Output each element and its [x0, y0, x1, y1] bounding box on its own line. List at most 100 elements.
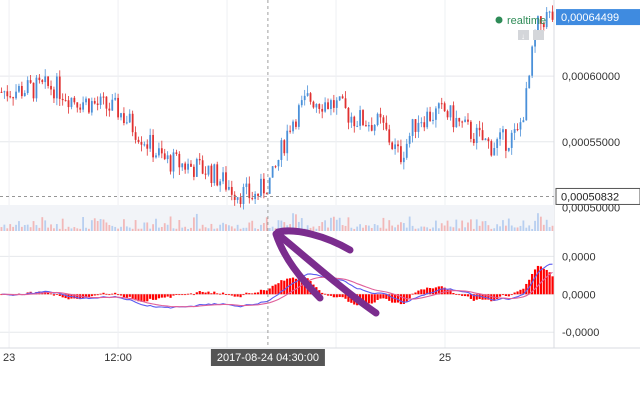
download-icon[interactable]: [518, 30, 529, 40]
macd-hist-bar: [452, 292, 455, 295]
candle: [163, 153, 166, 160]
volume-bar: [519, 225, 522, 231]
volume-bar: [102, 219, 105, 231]
macd-hist-bar: [391, 294, 394, 303]
candle: [152, 134, 154, 158]
candle: [312, 101, 315, 108]
candle: [277, 159, 280, 167]
candle: [321, 108, 324, 112]
candle: [70, 97, 73, 108]
candle: [120, 113, 122, 118]
candle: [493, 147, 496, 156]
candle: [289, 130, 292, 132]
candle: [382, 117, 385, 123]
volume-bar: [359, 224, 361, 231]
realtime-dot-icon: [495, 16, 503, 24]
chart-toolbar[interactable]: ↓: [518, 30, 544, 41]
candle: [35, 77, 38, 99]
macd-hist-bar: [472, 294, 475, 301]
volume-bar: [292, 213, 294, 231]
macd-hist-bar: [204, 292, 207, 295]
candle: [26, 80, 29, 93]
macd-hist-bar: [516, 291, 519, 295]
volume-bar: [534, 220, 536, 231]
macd-hist-bar: [58, 294, 61, 296]
macd-hist-bar: [143, 294, 146, 302]
volume-bar: [99, 219, 102, 231]
candle: [475, 127, 478, 143]
candle: [44, 76, 47, 83]
candle: [38, 77, 41, 81]
macd-hist-bar: [545, 269, 548, 295]
volume-bar: [155, 218, 157, 231]
macd-hist-bar: [399, 294, 403, 305]
macd-hist-bar: [463, 294, 467, 297]
candle: [274, 166, 277, 168]
macd-hist-bar: [542, 268, 545, 295]
candle: [347, 107, 350, 123]
candle: [437, 103, 440, 109]
candle: [502, 129, 504, 133]
macd-hist-bar: [385, 294, 388, 299]
macd-hist-bar: [449, 289, 452, 295]
candle: [452, 105, 455, 128]
price-tick-label: 0,00055000: [562, 137, 620, 149]
fullscreen-icon[interactable]: [533, 30, 544, 40]
candle: [172, 152, 175, 172]
candle: [435, 108, 437, 120]
macd-hist-bar: [318, 290, 321, 295]
candle: [318, 104, 321, 109]
volume-bar: [79, 228, 82, 231]
macd-hist-bar: [510, 294, 513, 296]
macd-hist-bar: [522, 288, 525, 295]
candle: [499, 132, 501, 140]
volume-bar: [3, 224, 6, 231]
volume-bar: [449, 226, 452, 231]
volume-bar: [90, 220, 93, 231]
volume-bar: [26, 224, 29, 231]
candle: [61, 98, 64, 101]
volume-bar: [216, 228, 219, 231]
volume-bar: [464, 227, 466, 231]
volume-bar: [362, 227, 364, 231]
candle: [464, 119, 466, 122]
volume-bar: [64, 228, 67, 231]
macd-hist-bar: [417, 290, 420, 295]
candle: [93, 101, 96, 104]
volume-bar: [146, 222, 149, 231]
volume-bar: [379, 227, 382, 231]
volume-bar: [6, 228, 9, 231]
macd-hist-bar: [370, 294, 373, 304]
macd-hist-bar: [446, 289, 449, 295]
candle: [440, 103, 443, 105]
volume-bar: [443, 225, 446, 231]
candle: [32, 82, 35, 99]
candle: [158, 148, 160, 156]
volume-bars: [0, 213, 554, 231]
volume-bar: [15, 224, 17, 231]
candle: [344, 98, 347, 108]
macd-hist-bar: [137, 294, 140, 302]
volume-bar: [50, 224, 52, 231]
candle: [423, 122, 426, 128]
candle: [545, 12, 548, 28]
candle: [160, 148, 163, 154]
volume-bar: [309, 227, 312, 231]
macd-hist-bar: [548, 272, 551, 295]
volume-bar: [187, 228, 189, 231]
macd-hist-bar: [219, 293, 222, 295]
candle: [513, 129, 516, 133]
volume-bar: [131, 228, 134, 231]
candle: [131, 113, 134, 133]
candle: [262, 178, 265, 194]
volume-bar: [426, 227, 429, 231]
signal-line: [1, 271, 553, 308]
volume-bar: [213, 228, 216, 231]
volume-bar: [163, 223, 166, 231]
macd-hist-bar: [469, 294, 472, 299]
candle: [184, 163, 187, 170]
macd-hist-bar: [332, 294, 335, 298]
volume-bar: [44, 220, 47, 231]
volume-bar: [117, 228, 119, 231]
